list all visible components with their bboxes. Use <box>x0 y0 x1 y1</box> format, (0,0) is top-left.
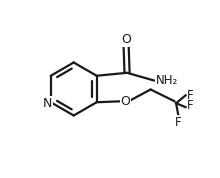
Text: F: F <box>187 89 194 102</box>
Text: F: F <box>187 99 194 112</box>
Text: N: N <box>42 97 52 110</box>
Text: O: O <box>120 95 130 108</box>
Text: O: O <box>121 33 131 46</box>
Text: NH₂: NH₂ <box>156 74 178 87</box>
Text: F: F <box>175 116 181 129</box>
